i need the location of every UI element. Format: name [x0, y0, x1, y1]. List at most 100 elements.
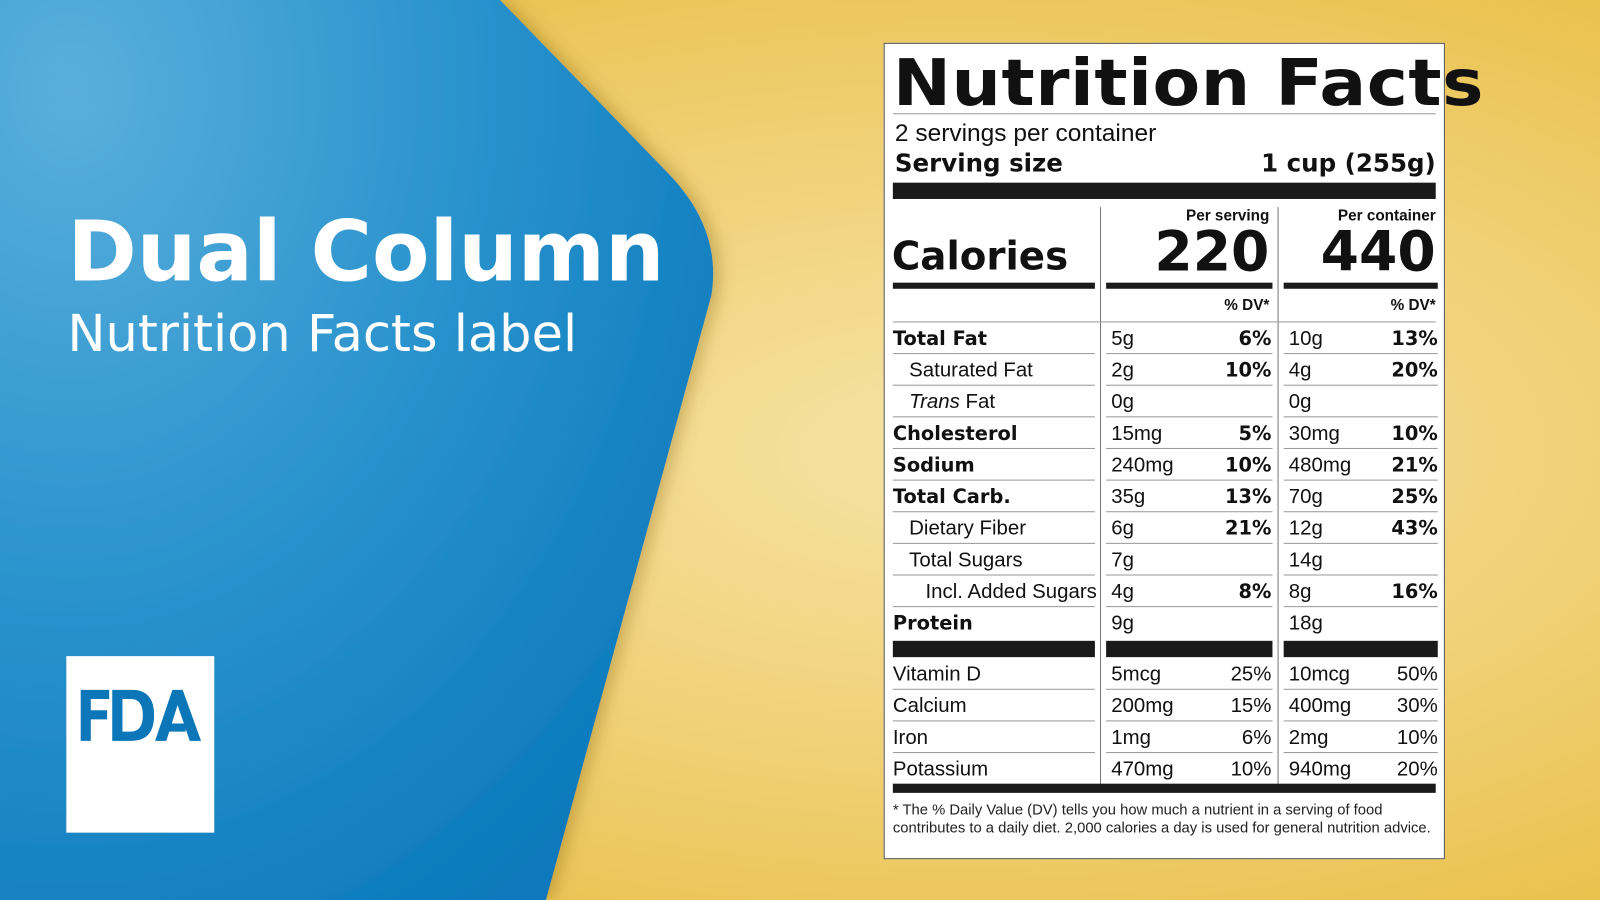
divider — [892, 113, 1436, 115]
row-divider — [1106, 606, 1273, 608]
dv-per-serving: 8% — [1238, 580, 1272, 604]
row-divider — [892, 720, 1095, 722]
amount-per-container: 0g — [1288, 390, 1312, 414]
thick-divider — [892, 182, 1436, 199]
nutrient-row: Total Fat 5g 6% 10g 13% — [885, 322, 1446, 355]
nutrient-name-text: Dietary Fiber — [909, 517, 1027, 540]
amount-per-container: 30mg — [1288, 422, 1340, 445]
nutrient-name: Incl. Added Sugars — [926, 581, 1097, 604]
row-divider — [892, 606, 1095, 608]
row-divider — [1283, 511, 1438, 513]
row-divider — [1106, 574, 1273, 576]
row-divider — [1283, 447, 1438, 449]
nutrient-name: Potassium — [893, 758, 988, 781]
row-divider — [1283, 384, 1438, 386]
dv-per-serving: 6% — [1241, 726, 1272, 749]
nutrient-name-text: Total Fat — [892, 327, 988, 351]
row-divider — [1283, 416, 1438, 418]
nutrient-name: Protein — [893, 612, 973, 634]
row-divider — [892, 447, 1095, 449]
amount-per-serving: 200mg — [1111, 694, 1174, 718]
nutrient-name: Total Fat — [893, 328, 987, 350]
amount-per-serving: 5g — [1111, 327, 1134, 351]
nutrient-name: Trans Fat — [909, 391, 995, 414]
nutrient-name-text: Sodium — [892, 454, 975, 477]
nutrient-row: Total Carb. 35g 13% 70g 25% — [885, 481, 1446, 513]
nutrient-name: Saturated Fat — [909, 359, 1033, 382]
amount-per-serving: 35g — [1111, 485, 1146, 509]
amount-per-container: 940mg — [1288, 758, 1352, 781]
amount-per-container: 4g — [1288, 359, 1312, 382]
amount-per-serving: 5mcg — [1111, 663, 1162, 686]
row-divider — [892, 542, 1095, 544]
fda-logo — [66, 656, 215, 833]
nutrient-name-text: Fat — [959, 390, 995, 414]
row-divider — [1106, 542, 1273, 544]
dv-per-container: 13% — [1391, 327, 1438, 351]
dv-per-serving: 15% — [1230, 694, 1272, 718]
footnote: * The % Daily Value (DV) tells you how m… — [892, 802, 1431, 837]
serving-size-value: 1 cup (255g) — [1261, 148, 1436, 178]
nutrient-row: Cholesterol 15mg 5% 30mg 10% — [885, 417, 1446, 449]
dv-per-serving: 10% — [1225, 359, 1272, 382]
dv-per-container: 10% — [1391, 422, 1438, 445]
amount-per-container: 14g — [1288, 548, 1323, 572]
row-divider — [1283, 752, 1438, 754]
dv-per-serving: 5% — [1238, 422, 1272, 445]
row-divider — [1106, 752, 1273, 754]
vitamin-row: Potassium 470mg 10% 940mg 20% — [885, 753, 1446, 785]
calories-bar — [892, 282, 1095, 289]
amount-per-serving: 1mg — [1111, 726, 1151, 749]
dv-per-container: 20% — [1396, 758, 1438, 781]
row-divider — [892, 479, 1095, 481]
nutrient-name-text: Cholesterol — [892, 422, 1018, 445]
nutrition-facts-label: Nutrition Facts 2 servings per container… — [883, 42, 1484, 860]
amount-per-serving: 2g — [1111, 359, 1134, 382]
nutrient-name-text: Incl. Added Sugars — [925, 580, 1097, 604]
thick-divider — [892, 640, 1095, 658]
thick-divider — [1283, 640, 1438, 658]
servings-per-container: 2 servings per container — [894, 119, 1157, 147]
nutrient-name-text: Protein — [892, 612, 973, 635]
amount-per-serving: 15mg — [1111, 422, 1163, 445]
amount-per-container: 400mg — [1288, 694, 1352, 718]
dv-per-container: 21% — [1391, 454, 1438, 477]
nutrient-name: Dietary Fiber — [909, 517, 1026, 540]
amount-per-container: 70g — [1288, 485, 1323, 509]
row-divider — [1283, 479, 1438, 481]
nutrient-row: Saturated Fat 2g 10% 4g 20% — [885, 354, 1446, 386]
dv-per-serving: 10% — [1225, 454, 1272, 477]
nutrient-name: Vitamin D — [893, 663, 981, 686]
nutrient-name-text: Total Sugars — [909, 548, 1023, 572]
amount-per-serving: 470mg — [1111, 758, 1174, 781]
dv-per-container: 10% — [1396, 726, 1438, 749]
row-divider — [1106, 511, 1273, 513]
amount-per-container: 18g — [1288, 612, 1323, 635]
row-divider — [1283, 542, 1438, 544]
amount-per-serving: 0g — [1111, 390, 1134, 414]
label-title: Nutrition Facts — [892, 45, 1485, 121]
dv-header: % DV* — [1224, 296, 1270, 315]
nutrient-name-text: Total Carb. — [892, 485, 1011, 509]
nutrient-name-italic: Trans — [909, 390, 960, 414]
nutrient-name: Calcium — [893, 695, 967, 718]
dv-per-container: 16% — [1391, 580, 1438, 604]
amount-per-container: 2mg — [1288, 726, 1329, 749]
row-divider — [1283, 353, 1438, 355]
amount-per-serving: 4g — [1111, 580, 1134, 604]
nutrient-name-text: Iron — [892, 726, 929, 749]
per-serving-header: Per serving — [1186, 207, 1270, 225]
serving-size-label: Serving size — [894, 148, 1063, 178]
dv-per-container: 43% — [1391, 517, 1438, 540]
dv-per-serving: 6% — [1238, 327, 1272, 351]
dv-per-serving: 25% — [1230, 663, 1272, 686]
nutrient-row: Total Sugars 7g 14g — [885, 544, 1446, 576]
nutrient-name-text: Vitamin D — [892, 663, 981, 686]
amount-per-container: 10mcg — [1288, 663, 1351, 686]
nutrient-name: Cholesterol — [893, 422, 1018, 444]
nutrient-row: Sodium 240mg 10% 480mg 21% — [885, 449, 1446, 481]
nutrient-row: Trans Fat 0g 0g — [885, 386, 1446, 418]
calories-bar — [1283, 282, 1438, 289]
vitamin-row: Calcium 200mg 15% 400mg 30% — [885, 690, 1446, 722]
